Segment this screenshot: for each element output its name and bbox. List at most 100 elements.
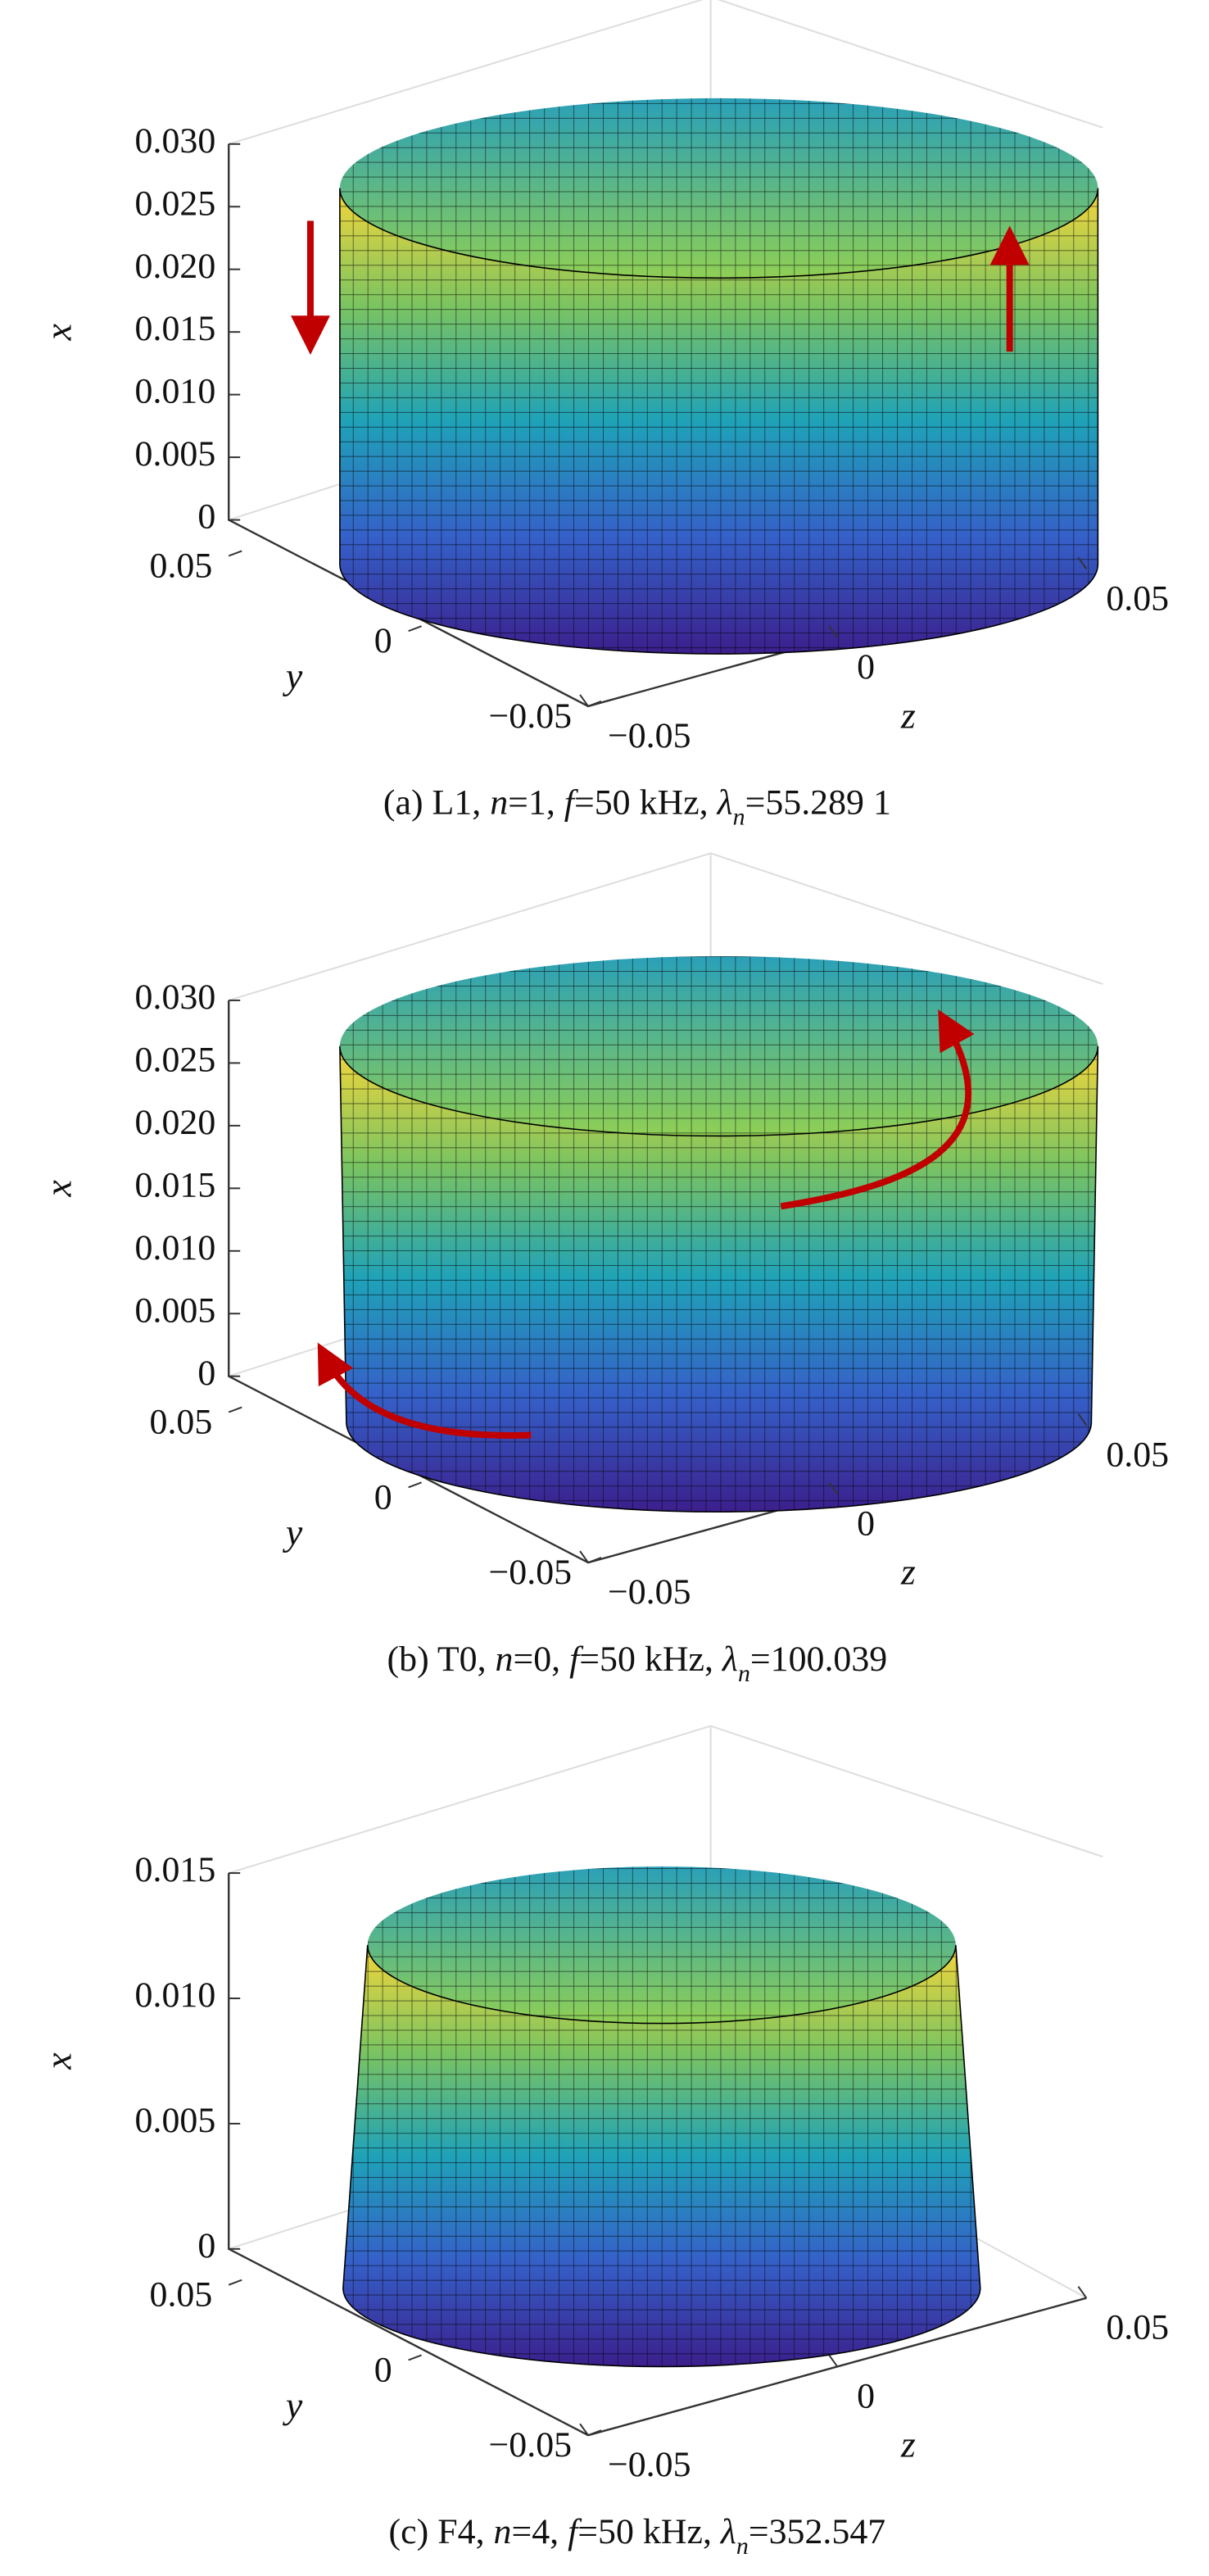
caption-part: (b) T0,	[387, 1639, 496, 1679]
y-tick-label: −0.05	[489, 1553, 573, 1592]
x-tick-label: 0	[197, 497, 215, 537]
surface-inner-mesh	[367, 1866, 956, 2024]
z-tick	[579, 2423, 589, 2436]
caption-part: =4,	[511, 2512, 568, 2551]
x-tick-label: 0.010	[135, 1975, 216, 2015]
z-tick-label: −0.05	[608, 716, 691, 755]
surface-mesh	[342, 1944, 981, 2368]
z-tick-label: 0.05	[1106, 578, 1169, 618]
panels: 0 0.005 0.010 0.015 0.020 0.025 0.030 x 0.05 0 −0.…	[37, 0, 1169, 2560]
y-axis-label: y	[283, 2384, 303, 2426]
z-tick	[828, 1481, 839, 1494]
y-tick-label: 0.05	[150, 546, 213, 585]
z-tick-label: 0	[857, 1503, 875, 1543]
caption-part: (a) L1,	[383, 783, 490, 823]
z-axis-label: z	[900, 694, 916, 736]
x-axis-label: x	[37, 1180, 79, 1198]
caption: (a) L1, n=1, f=50 kHz, λn=55.289 1	[383, 783, 891, 831]
x-tick-label: 0.015	[135, 1850, 216, 1889]
caption-part: =0,	[513, 1639, 569, 1679]
panel: 0 0.005 0.010 0.015 x 0.05 0 −0.05 y −0.05 0 0.05 z (…	[37, 1725, 1169, 2560]
z-tick	[828, 2354, 839, 2368]
z-tick-label: 0.05	[1106, 2308, 1169, 2347]
y-tick-label: 0.05	[150, 1403, 213, 1442]
y-tick-label: 0	[374, 1477, 392, 1517]
x-tick-label: 0.015	[135, 309, 216, 348]
y-tick	[228, 2279, 242, 2286]
caption-part: =50 kHz,	[577, 2512, 721, 2551]
x-tick-label: 0.020	[135, 247, 216, 286]
y-tick-label: 0	[374, 621, 392, 660]
z-tick	[1077, 556, 1088, 569]
arrows	[291, 220, 1030, 1439]
caption-part: λ	[719, 2512, 736, 2551]
caption-part: n	[496, 1639, 514, 1679]
y-tick-label: −0.05	[489, 696, 573, 736]
caption-part: (c) F4,	[389, 2512, 494, 2551]
surface-mesh	[339, 1045, 1099, 1513]
z-tick	[579, 1550, 589, 1563]
z-tick	[579, 694, 589, 707]
caption-part: =352.547	[749, 2512, 885, 2551]
x-tick-label: 0.010	[135, 372, 216, 411]
z-axis-label: z	[900, 2424, 916, 2465]
y-axis-label: y	[283, 655, 303, 697]
x-axis-label: x	[37, 323, 79, 341]
surface-inner-mesh	[339, 956, 1098, 1136]
y-tick-label: −0.05	[489, 2425, 573, 2465]
z-axis-label: z	[900, 1551, 916, 1593]
x-tick-label: 0.025	[135, 1040, 216, 1079]
z-tick	[1077, 1413, 1088, 1426]
caption-part: n	[494, 2512, 512, 2551]
caption: (b) T0, n=0, f=50 kHz, λn=100.039	[387, 1639, 888, 1687]
caption-part: =55.289 1	[745, 783, 891, 823]
arrow	[780, 1009, 975, 1210]
y-tick	[408, 625, 422, 633]
y-tick	[587, 701, 602, 707]
y-tick	[228, 550, 242, 557]
caption-part: =50 kHz,	[579, 1639, 722, 1679]
x-tick-label: 0.005	[135, 1290, 216, 1330]
x-tick-label: 0	[197, 1354, 215, 1393]
panel: 0 0.005 0.010 0.015 0.020 0.025 0.030 x 0.05 0 −0.…	[37, 852, 1169, 1687]
caption-part: n	[490, 783, 508, 823]
caption-part: λ	[716, 783, 733, 823]
x-tick-label: 0.005	[135, 2101, 216, 2140]
z-tick-label: 0	[857, 647, 875, 687]
caption-part: n	[738, 1660, 750, 1687]
x-axis-label: x	[37, 2052, 79, 2070]
z-tick	[1077, 2286, 1088, 2299]
x-tick-label: 0	[197, 2226, 215, 2265]
y-tick	[408, 1481, 422, 1489]
caption: (c) F4, n=4, f=50 kHz, λn=352.547	[389, 2512, 886, 2560]
z-tick-label: −0.05	[608, 2445, 691, 2484]
x-tick-label: 0.005	[135, 434, 216, 474]
caption-part: n	[736, 2533, 749, 2560]
caption-part: n	[733, 804, 745, 831]
x-tick-label: 0.020	[135, 1103, 216, 1142]
y-tick	[587, 1557, 602, 1564]
z-tick-label: 0.05	[1106, 1435, 1169, 1475]
x-tick-label: 0.025	[135, 184, 216, 223]
caption-part: =50 kHz,	[574, 783, 718, 823]
z-tick	[828, 625, 839, 638]
caption-part: =1,	[508, 783, 564, 823]
surface-inner-mesh	[339, 98, 1098, 279]
x-tick-label: 0.010	[135, 1228, 216, 1268]
surface-mesh	[339, 188, 1099, 655]
caption-part: =100.039	[750, 1639, 887, 1679]
y-tick	[408, 2354, 422, 2361]
x-tick-label: 0.015	[135, 1165, 216, 1204]
y-tick	[587, 2429, 602, 2437]
y-tick-label: 0	[374, 2350, 392, 2389]
y-tick	[228, 1406, 242, 1413]
z-tick-label: 0	[857, 2376, 875, 2415]
z-tick-label: −0.05	[608, 1572, 691, 1612]
y-tick-label: 0.05	[150, 2275, 213, 2315]
x-tick-label: 0.030	[135, 121, 216, 161]
arrow	[317, 1342, 532, 1439]
caption-part: λ	[721, 1639, 738, 1679]
y-axis-label: y	[283, 1512, 303, 1553]
